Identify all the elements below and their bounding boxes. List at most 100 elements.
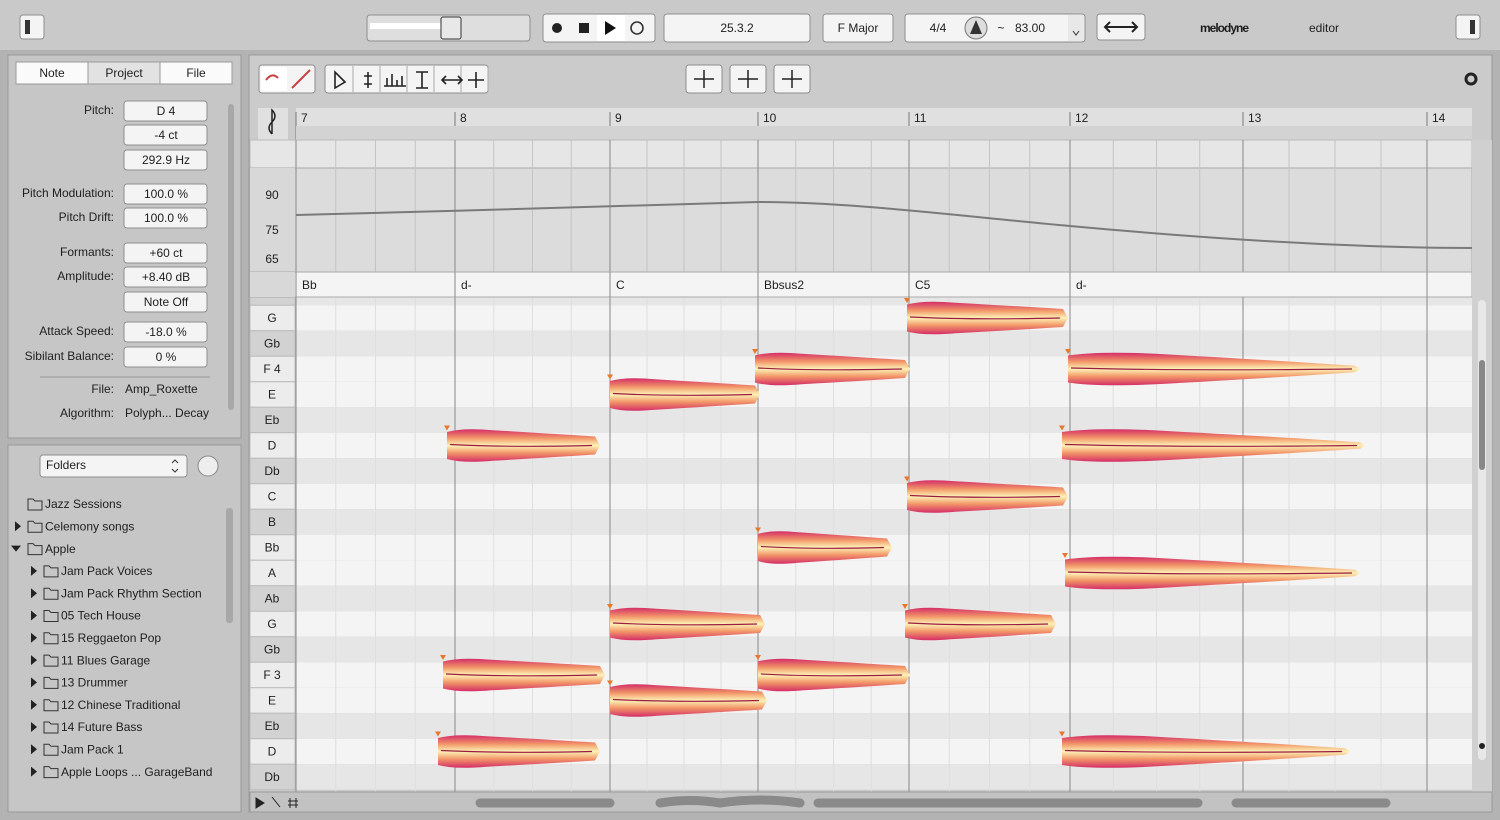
tempo-axis-bg — [250, 168, 295, 272]
ruler-lower — [296, 126, 1472, 140]
piano-key — [249, 406, 296, 434]
pitch-label: G — [267, 311, 276, 325]
note-blob[interactable] — [1062, 553, 1360, 590]
note-blob[interactable] — [904, 476, 1068, 513]
field-value-box[interactable] — [123, 149, 208, 171]
vertical-scroll-thumb[interactable] — [1479, 360, 1485, 470]
note-off-button[interactable] — [123, 291, 208, 313]
note-start-marker — [435, 731, 441, 737]
tree-toggle — [31, 677, 37, 688]
note-blob[interactable] — [607, 374, 760, 411]
tree-toggle — [31, 655, 37, 666]
blob-body — [1062, 429, 1365, 462]
key-button[interactable] — [822, 13, 894, 43]
field-value-box[interactable] — [123, 124, 208, 146]
play-button[interactable] — [605, 21, 616, 35]
tempo-box[interactable] — [904, 13, 1086, 43]
field-label: Pitch: — [84, 103, 114, 117]
pitch-label: Db — [264, 770, 280, 784]
folder-icon — [43, 610, 59, 622]
folder-icon — [43, 699, 59, 712]
note-blob[interactable] — [755, 655, 910, 692]
field-value-box[interactable] — [123, 266, 208, 288]
piano-key — [249, 534, 296, 561]
piano-key — [249, 738, 296, 765]
note-blob[interactable] — [752, 349, 910, 386]
zoom-dot — [1479, 743, 1485, 749]
field-value-box[interactable] — [123, 346, 208, 368]
field-value-box[interactable] — [123, 242, 208, 264]
note-blob[interactable] — [444, 425, 600, 462]
folder-item[interactable]: 12 Chinese Traditional — [31, 698, 180, 712]
stop-button[interactable] — [579, 23, 589, 33]
tool-icon — [468, 72, 484, 88]
folder-item[interactable]: Celemony songs — [15, 519, 134, 533]
field-value-box[interactable] — [123, 321, 208, 343]
blob-body — [758, 531, 892, 564]
field-value: +60 ct — [149, 246, 183, 260]
folder-name: 14 Future Bass — [61, 720, 142, 734]
field-value-box[interactable] — [123, 100, 208, 122]
pitch-curve — [445, 673, 598, 677]
pitch-row — [296, 330, 1472, 357]
folder-item[interactable]: Apple Loops ... GarageBand — [31, 765, 212, 779]
pitch-label: G — [267, 617, 276, 631]
note-blob[interactable] — [607, 604, 765, 641]
piano-key — [249, 483, 296, 510]
settings-gear[interactable] — [1464, 72, 1478, 86]
bar-number: 11 — [914, 111, 927, 125]
blob-body — [758, 658, 910, 692]
note-blob[interactable] — [607, 680, 767, 717]
tool-icon — [416, 71, 428, 89]
tempo-dropdown — [1068, 15, 1084, 41]
field-value-box[interactable] — [123, 207, 208, 229]
folder-item[interactable]: 11 Blues Garage — [31, 653, 150, 667]
inspector-tab-label: Note — [39, 66, 65, 80]
position-display[interactable] — [663, 13, 811, 43]
folder-item[interactable]: Jam Pack 1 — [31, 742, 124, 756]
field-value-box[interactable] — [123, 183, 208, 205]
folder-item[interactable]: Jam Pack Rhythm Section — [31, 586, 202, 600]
browser-action[interactable] — [197, 455, 219, 477]
inspector-tab[interactable] — [159, 61, 233, 85]
folder-item[interactable]: Jam Pack Voices — [31, 564, 152, 578]
note-start-marker — [1059, 425, 1065, 431]
note-blob[interactable] — [440, 655, 605, 692]
metronome-icon — [970, 20, 982, 34]
loop-button[interactable] — [630, 21, 644, 35]
note-blob[interactable] — [1059, 731, 1350, 768]
folder-name: 12 Chinese Traditional — [61, 698, 180, 712]
note-start-marker — [440, 655, 446, 660]
folder-item[interactable]: 13 Drummer — [31, 676, 128, 690]
piano-key — [249, 304, 296, 332]
folders-select[interactable] — [39, 454, 188, 478]
field-label: Sibilant Balance: — [25, 349, 114, 363]
inspector-tab-label: Project — [105, 66, 143, 80]
note-blob[interactable] — [902, 604, 1056, 641]
note-blob[interactable] — [904, 298, 1068, 335]
pitch-row — [296, 585, 1472, 612]
folder-item[interactable]: 14 Future Bass — [31, 720, 142, 734]
pitch-curve — [1064, 443, 1358, 447]
folder-item[interactable]: 05 Tech House — [31, 609, 141, 623]
note-blob[interactable] — [1065, 349, 1360, 386]
editor-toggle[interactable] — [1455, 14, 1481, 40]
chord-name: Bbsus2 — [764, 278, 804, 292]
folder-item[interactable]: Apple — [11, 542, 76, 556]
tempo-axis-label: 90 — [265, 188, 279, 202]
pitch-row — [296, 611, 1472, 637]
playhead-position: 25.3.2 — [720, 21, 754, 35]
note-blob[interactable] — [1059, 425, 1365, 462]
record-button[interactable] — [552, 23, 562, 33]
editor-toggle-icon — [1470, 20, 1475, 34]
pitch-curve — [449, 443, 593, 447]
folder-item[interactable]: 15 Reggaeton Pop — [31, 631, 161, 645]
tree-toggle — [31, 766, 37, 777]
sidebar-toggle[interactable] — [19, 14, 45, 40]
note-start-marker — [444, 425, 450, 431]
folder-item[interactable]: Jazz Sessions — [27, 497, 122, 511]
piano-key — [249, 636, 296, 663]
note-start-marker — [1062, 553, 1068, 558]
note-blob[interactable] — [435, 731, 600, 768]
note-blob[interactable] — [755, 527, 892, 564]
